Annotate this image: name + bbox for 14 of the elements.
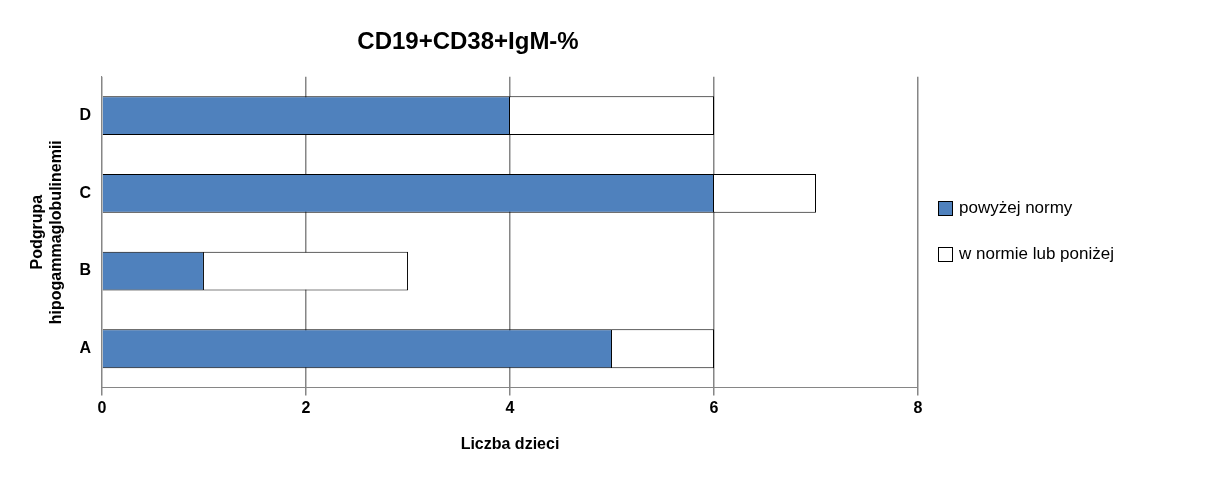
x-tick-label: 2 (301, 398, 311, 416)
x-tick-label: 6 (709, 398, 719, 416)
text: w normie lub poniżej (959, 244, 1114, 264)
y-tick-label: C (79, 183, 92, 201)
x-tick-label: 4 (505, 398, 515, 416)
y-tick-label: A (79, 339, 92, 357)
legend-label: powyżej normy (959, 198, 1073, 218)
chart-title: CD19+CD38+IgM-% (357, 27, 579, 55)
x-tick-label: 0 (97, 398, 107, 416)
y-axis-title: Podgrupa hipogammaglobulinemii (28, 140, 65, 325)
y-tick-label: B (79, 261, 91, 279)
y-tick-label: D (79, 106, 91, 124)
x-axis-title: Liczba dzieci (460, 434, 560, 452)
x-tick-label: 8 (913, 398, 923, 416)
